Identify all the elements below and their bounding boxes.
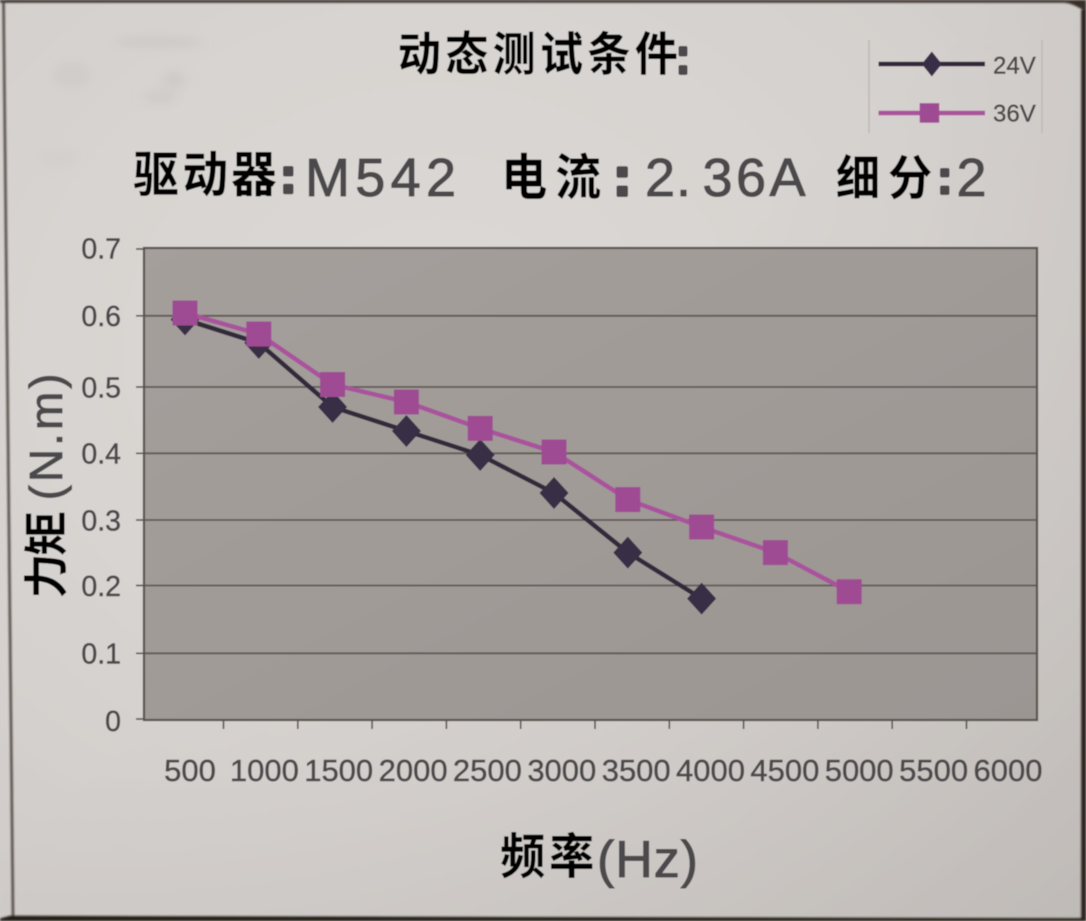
svg-text:0: 0 xyxy=(105,706,121,738)
svg-text:2.: 2. xyxy=(645,148,691,208)
svg-text:36A: 36A xyxy=(703,148,806,208)
svg-text:(Hz): (Hz) xyxy=(597,831,698,889)
svg-text:2000: 2000 xyxy=(379,753,448,788)
svg-text:36V: 36V xyxy=(993,101,1036,128)
svg-text:1500: 1500 xyxy=(304,753,373,788)
svg-text:0.5: 0.5 xyxy=(81,372,121,404)
svg-text:5500: 5500 xyxy=(899,753,968,788)
svg-text:0.7: 0.7 xyxy=(81,233,121,265)
svg-text:4500: 4500 xyxy=(750,753,819,788)
svg-text:0.1: 0.1 xyxy=(81,639,121,671)
svg-text:4000: 4000 xyxy=(676,753,745,788)
svg-text:0.3: 0.3 xyxy=(81,505,121,537)
svg-text:0.2: 0.2 xyxy=(81,571,121,603)
svg-text:2500: 2500 xyxy=(453,753,522,788)
svg-text:0.6: 0.6 xyxy=(81,301,121,333)
svg-text:0.4: 0.4 xyxy=(81,439,121,471)
svg-text:5000: 5000 xyxy=(825,753,894,788)
svg-text:1000: 1000 xyxy=(230,753,299,788)
svg-text:3000: 3000 xyxy=(527,753,596,788)
svg-text:3500: 3500 xyxy=(602,753,671,788)
svg-text:2: 2 xyxy=(957,148,987,208)
svg-text:500: 500 xyxy=(164,753,216,788)
svg-text:6000: 6000 xyxy=(974,753,1043,788)
svg-text:(N.m): (N.m) xyxy=(20,373,72,500)
svg-text:24V: 24V xyxy=(993,53,1036,80)
svg-text:M542: M542 xyxy=(305,148,456,208)
